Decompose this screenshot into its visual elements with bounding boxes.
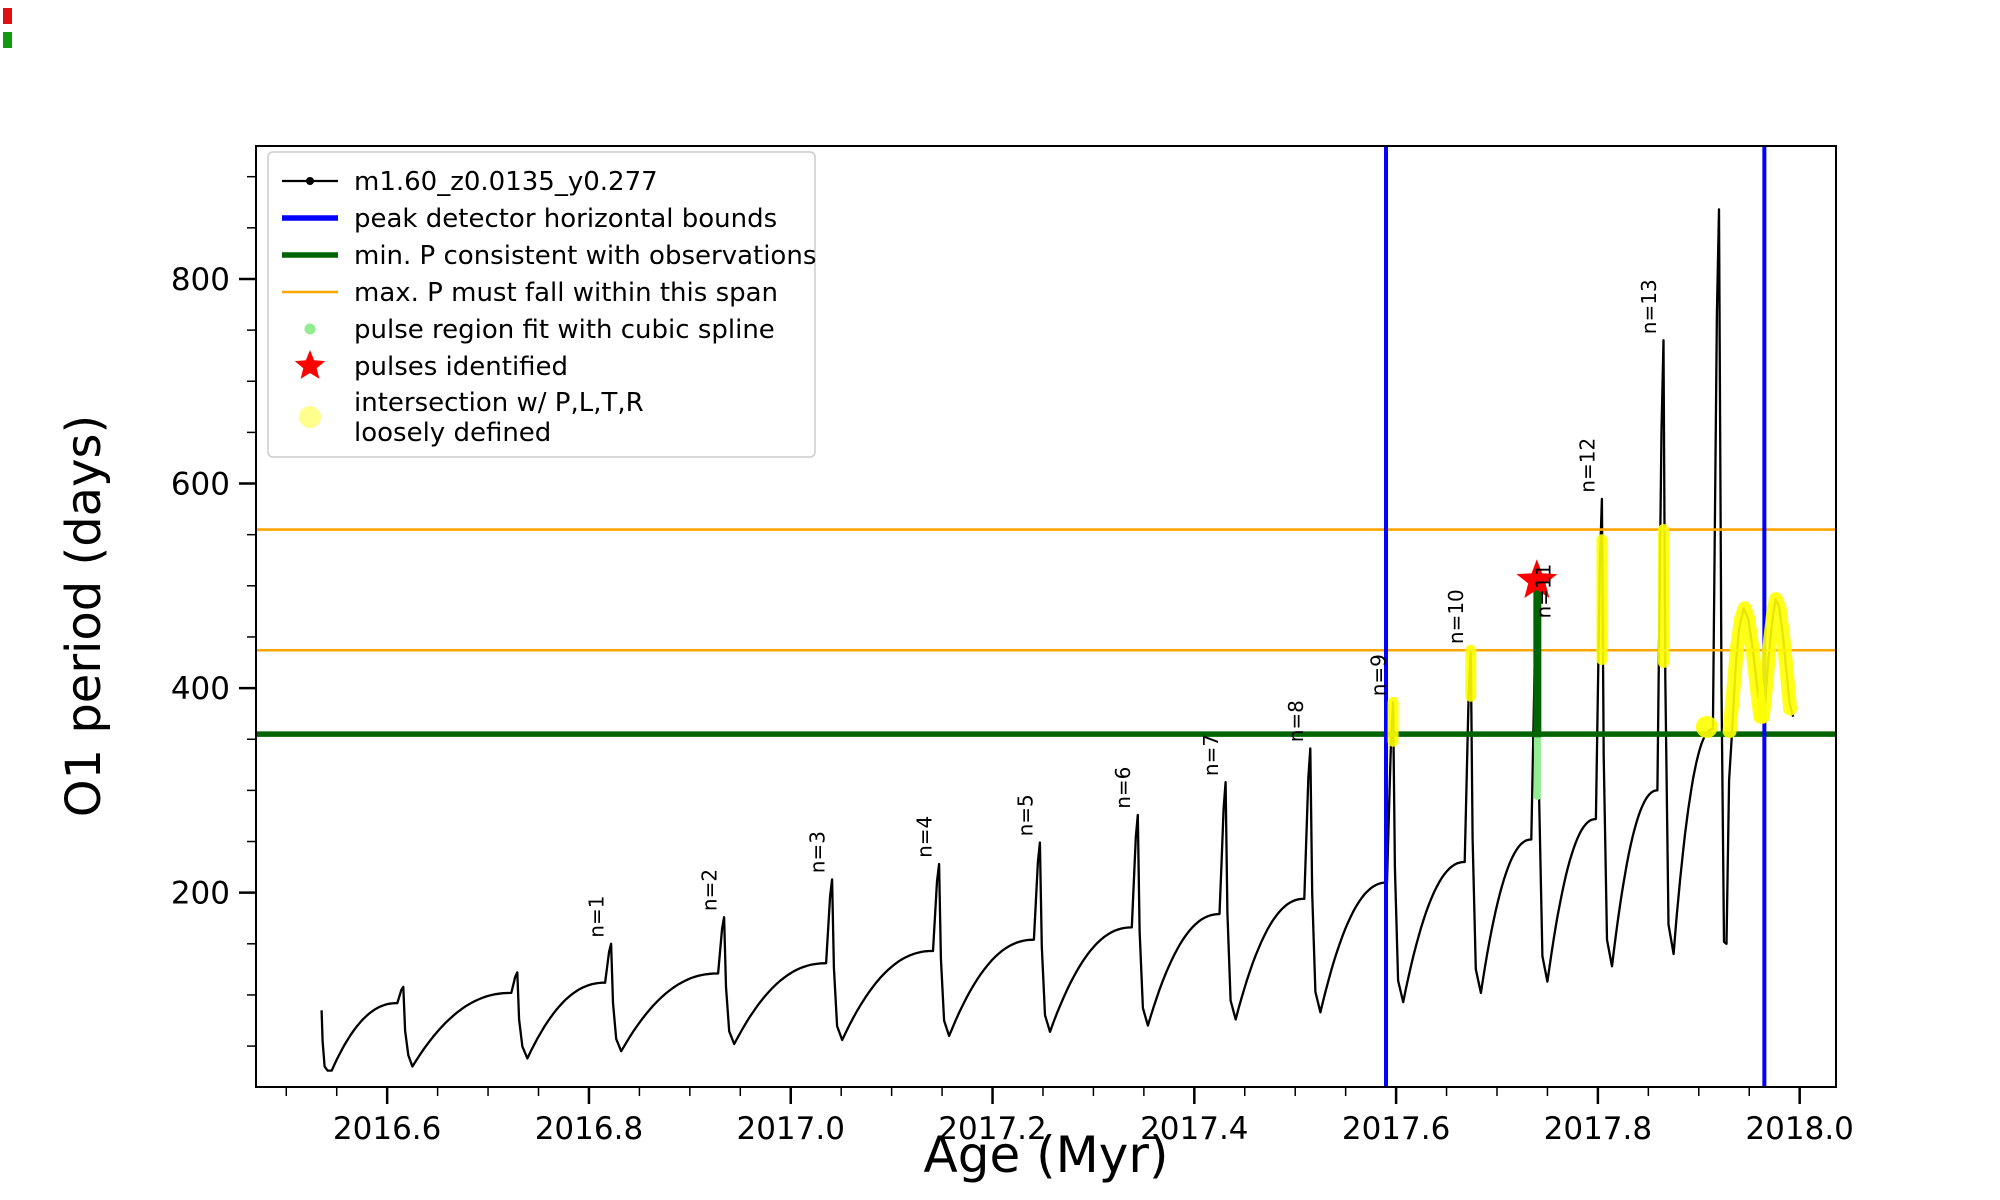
legend-star-icon	[294, 350, 326, 379]
legend-entry-0: m1.60_z0.0135_y0.277	[282, 167, 658, 197]
x-tick-label: 2017.8	[1544, 1111, 1652, 1147]
legend-label: min. P consistent with observations	[354, 241, 816, 271]
x-tick-label: 2016.8	[535, 1111, 643, 1147]
legend-label: max. P must fall within this span	[354, 278, 778, 308]
yellow-dot-0	[1695, 715, 1718, 738]
legend-label: loosely defined	[354, 418, 551, 448]
corner-mark-red	[3, 8, 12, 24]
legend-entry-5: pulses identified	[294, 350, 568, 382]
legend-entry-3: max. P must fall within this span	[282, 278, 778, 308]
legend-entry-1: peak detector horizontal bounds	[282, 204, 777, 234]
legend-box	[267, 151, 816, 458]
axes-spines	[255, 145, 1837, 1088]
x-axis-label: Age (Myr)	[924, 1126, 1169, 1184]
pulse-label-n=8: n=8	[1284, 700, 1308, 742]
intersection-overlays	[1387, 524, 1798, 747]
y-tick-label: 200	[171, 876, 230, 912]
pulse-label-n=10: n=10	[1444, 589, 1468, 644]
x-tick-label: 2017.0	[736, 1111, 844, 1147]
main-series-curve	[320, 208, 1795, 1072]
corner-mark-green	[3, 32, 12, 48]
x-tick-label: 2017.4	[1140, 1111, 1248, 1147]
x-tick-label: 2018.0	[1745, 1111, 1853, 1147]
axis-ticks: 2016.6 2016.8 2017.0 2017.2 2017.4 2017.6 2017…	[171, 175, 1854, 1147]
pulse-label-n=12: n=12	[1575, 438, 1599, 493]
y-tick-label: 400	[171, 671, 230, 707]
y-tick-label: 600	[171, 467, 230, 503]
pulse-label-n=11: n=11	[1532, 564, 1556, 619]
y-tick-label: 800	[171, 262, 230, 298]
pulse-label-n=9: n=9	[1367, 654, 1391, 696]
legend-dot-sample	[306, 177, 314, 185]
yellow-arc-0	[1722, 601, 1768, 739]
pulse-label-n=2: n=2	[698, 869, 722, 911]
pulse-labels: n=1 n=2 n=3 n=4 n=5 n=6 n=7 n=8 n=9 n=10 n=11 n=12 n…	[585, 279, 1661, 937]
legend-entry-2: min. P consistent with observations	[282, 241, 816, 271]
pulse-label-n=5: n=5	[1013, 794, 1037, 836]
pulse-label-n=6: n=6	[1111, 767, 1135, 809]
legend-entry-4: pulse region fit with cubic spline	[304, 315, 775, 345]
pulse-label-n=7: n=7	[1199, 734, 1223, 776]
pulse-label-n=1: n=1	[585, 896, 609, 938]
y-axis-label: O1 period (days)	[56, 415, 112, 818]
legend-label: m1.60_z0.0135_y0.277	[354, 167, 658, 197]
pulse-label-n=13: n=13	[1637, 279, 1661, 334]
pulse-label-n=3: n=3	[806, 831, 830, 873]
pulse-label-n=4: n=4	[913, 816, 937, 858]
legend-label: intersection w/ P,L,T,R	[354, 388, 644, 418]
legend-dot-sample	[299, 406, 321, 428]
x-tick-label: 2016.6	[333, 1111, 441, 1147]
legend-label: peak detector horizontal bounds	[354, 204, 777, 234]
yellow-arc-1	[1755, 592, 1798, 724]
x-tick-label: 2017.2	[938, 1111, 1046, 1147]
legend-dot-sample	[304, 323, 316, 335]
legend-label: pulse region fit with cubic spline	[354, 315, 775, 345]
pulse-star-icon	[1516, 559, 1558, 599]
x-tick-label: 2017.6	[1342, 1111, 1450, 1147]
plot-render-root: n=1 n=2 n=3 n=4 n=5 n=6 n=7 n=8 n=9 n=10 n=11 n=12 n…	[3, 8, 1854, 1147]
legend-label: pulses identified	[354, 352, 568, 382]
